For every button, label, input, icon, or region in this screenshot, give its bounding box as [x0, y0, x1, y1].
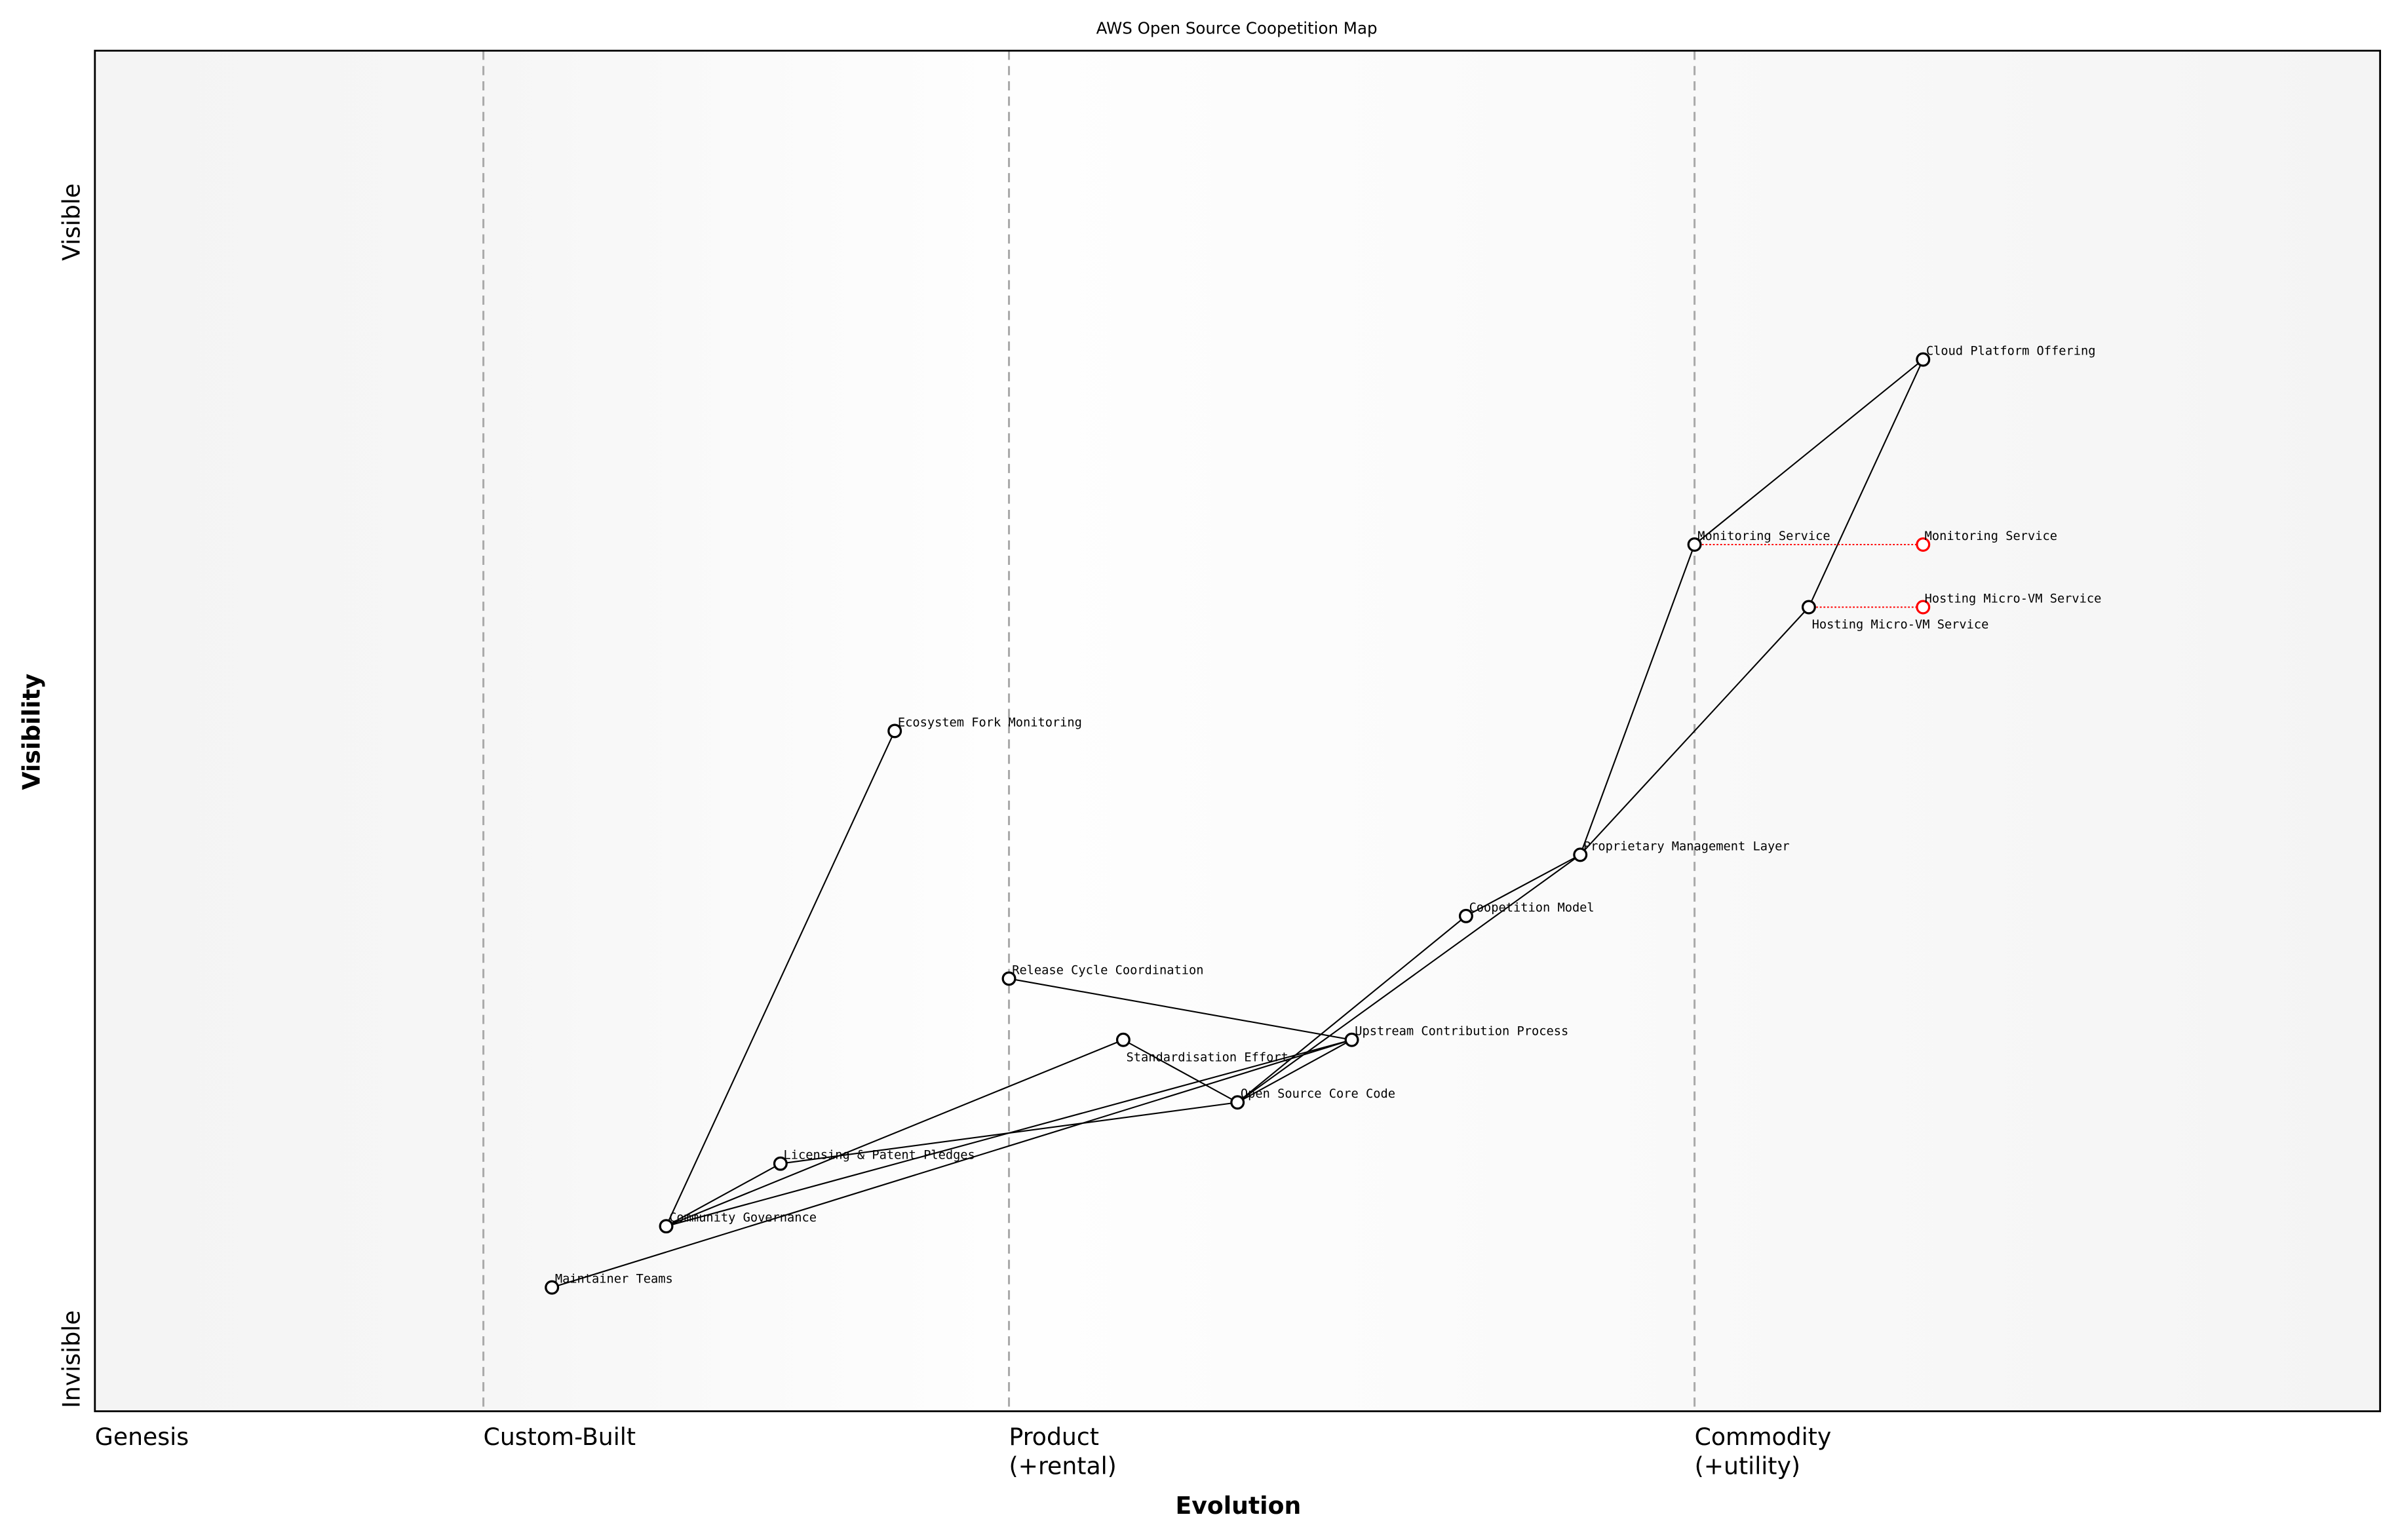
y-bottom-label: Invisible: [57, 1311, 85, 1408]
link-cloud-hosting: [1808, 359, 1924, 607]
node-label-ecosystem: Ecosystem Fork Monitoring: [898, 716, 1082, 729]
node-label-proprietary: Proprietary Management Layer: [1583, 839, 1790, 853]
x-stage-label: Custom-Built: [484, 1423, 636, 1451]
stage-subtitle: (+rental): [1009, 1452, 1117, 1480]
node-maintainer[interactable]: [545, 1280, 560, 1295]
x-stage-label: Product (+rental): [1009, 1423, 1117, 1480]
evolved-node-hosting[interactable]: [1916, 600, 1931, 615]
node-cloud[interactable]: [1916, 352, 1931, 367]
map-title: AWS Open Source Coopetition Map: [1096, 19, 1378, 38]
link-coop-oscore: [1237, 915, 1467, 1104]
node-label-maintainer: Maintainer Teams: [555, 1273, 673, 1286]
x-stage-label: Genesis: [95, 1423, 189, 1451]
link-standard-community: [666, 1039, 1124, 1227]
link-release-upstream: [1009, 978, 1352, 1041]
plot-area: [94, 50, 2380, 1412]
link-hosting-proprietary: [1579, 606, 1810, 856]
link-upstream-maintainer: [551, 1039, 1352, 1288]
node-label-standard: Standardisation Effort: [1127, 1050, 1288, 1064]
node-label-oscore: Open Source Core Code: [1241, 1087, 1395, 1101]
stage-name: Genesis: [95, 1423, 189, 1451]
node-release[interactable]: [1001, 971, 1016, 986]
link-ecosystem-community: [665, 731, 896, 1227]
plot-frame: [94, 49, 2382, 1412]
node-monitor[interactable]: [1687, 537, 1702, 552]
y-top-label: Visible: [57, 183, 85, 261]
evolved-label-hosting: Hosting Micro-VM Service: [1925, 592, 2102, 606]
link-cloud-monitor: [1694, 358, 1924, 545]
node-licensing[interactable]: [773, 1156, 788, 1171]
node-standard[interactable]: [1115, 1032, 1131, 1047]
link-proprietary-coop: [1465, 854, 1581, 917]
stage-name: Commodity: [1695, 1423, 1832, 1451]
node-hosting[interactable]: [1801, 600, 1816, 615]
x-axis-title: Evolution: [1176, 1492, 1302, 1520]
node-label-community: Community Governance: [669, 1211, 817, 1225]
node-coop[interactable]: [1458, 908, 1473, 923]
node-label-coop: Coopetition Model: [1469, 901, 1595, 915]
node-label-upstream: Upstream Contribution Process: [1355, 1025, 1568, 1039]
node-community[interactable]: [659, 1219, 674, 1234]
link-standard-oscore: [1123, 1039, 1238, 1104]
evolved-label-monitor: Monitoring Service: [1925, 529, 2057, 543]
link-upstream-oscore: [1237, 1039, 1353, 1104]
x-stage-label: Commodity (+utility): [1695, 1423, 1832, 1480]
node-ecosystem[interactable]: [887, 723, 902, 739]
node-label-cloud: Cloud Platform Offering: [1926, 345, 2096, 358]
stage-name: Product: [1009, 1423, 1099, 1451]
node-label-monitor: Monitoring Service: [1697, 529, 1830, 543]
node-proprietary[interactable]: [1573, 847, 1588, 862]
link-licensing-community: [666, 1163, 781, 1227]
link-proprietary-oscore: [1237, 854, 1581, 1104]
node-oscore[interactable]: [1230, 1095, 1245, 1110]
stage-subtitle: (+utility): [1695, 1452, 1800, 1480]
node-label-licensing: Licensing & Patent Pledges: [784, 1149, 975, 1163]
evolved-node-monitor[interactable]: [1916, 537, 1931, 552]
link-licensing-oscore: [780, 1102, 1238, 1165]
node-upstream[interactable]: [1344, 1032, 1359, 1047]
link-monitor-proprietary: [1579, 544, 1695, 855]
node-label-hosting: Hosting Micro-VM Service: [1812, 618, 1989, 632]
node-label-release: Release Cycle Coordination: [1012, 963, 1203, 977]
y-axis-title: Visibility: [18, 674, 46, 790]
stage-name: Custom-Built: [484, 1423, 636, 1451]
